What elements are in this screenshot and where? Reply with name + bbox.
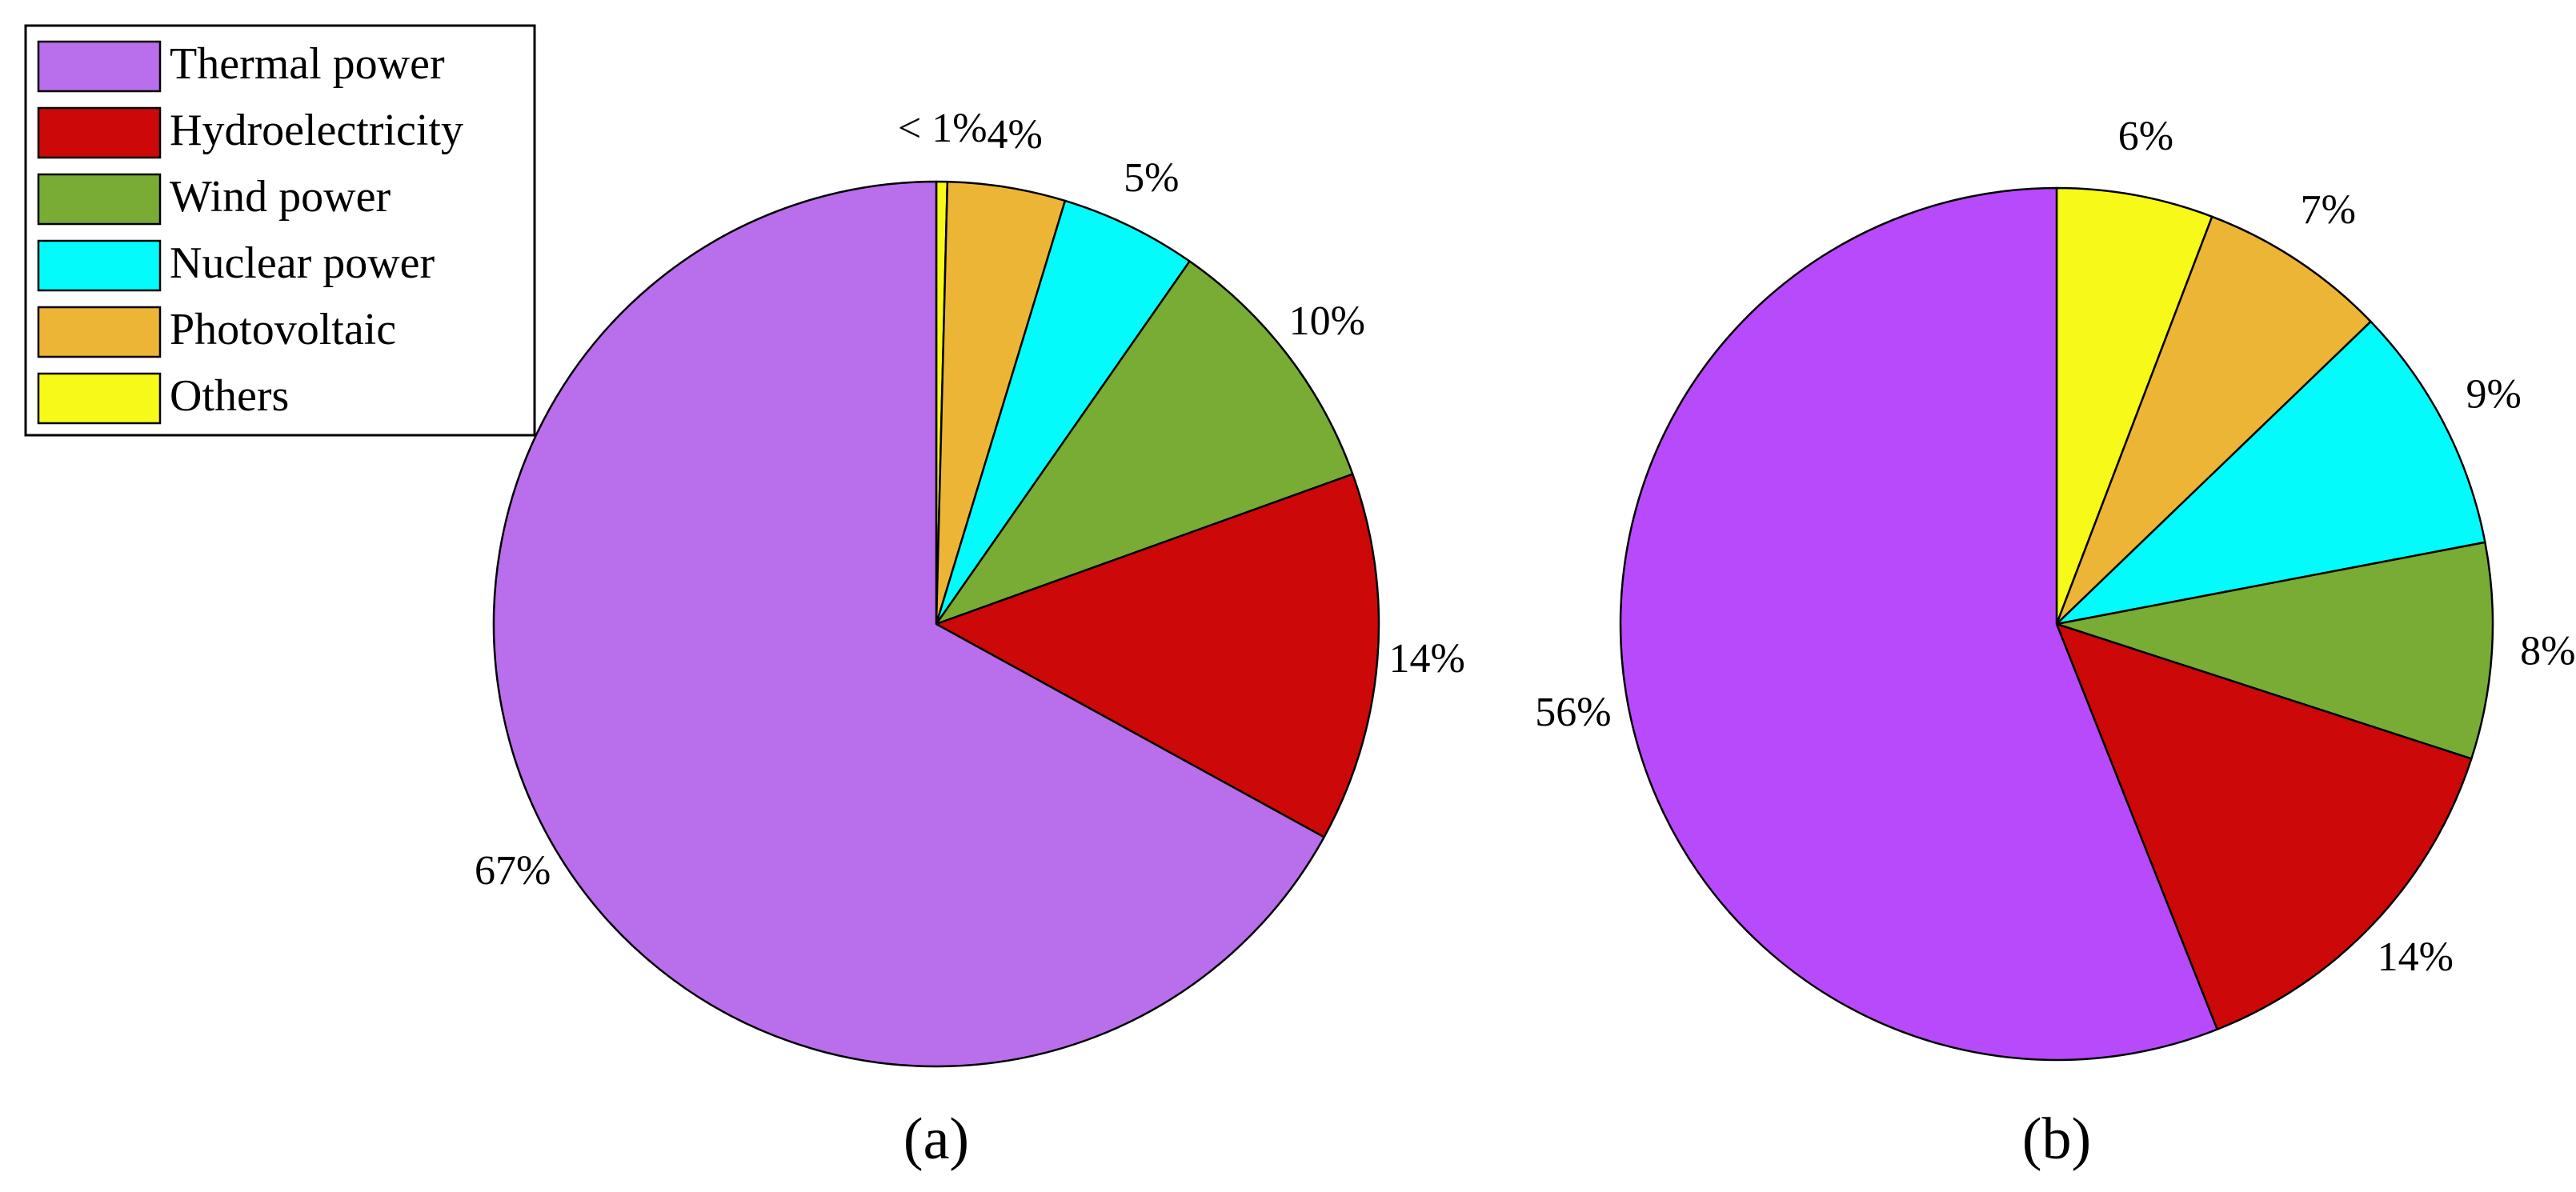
legend-swatch-nuclear-power [37,239,162,292]
pie-a-slice-hydroelectricity [935,473,1380,838]
pie-b-data-label-wind-power: 8% [2520,629,2575,674]
pie-b-slice-wind-power [2055,541,2494,760]
pie-b-slice-hydroelectricity [2055,622,2473,1030]
pie-b-data-label-nuclear-power: 9% [2466,371,2522,417]
pie-a-data-label-photovoltaic: 4% [987,112,1042,158]
panel-label-b: (b) [2022,1106,2091,1172]
legend: Thermal power Hydroelectricity Wind power N… [24,24,536,437]
panel-label-a: (a) [903,1106,969,1172]
pie-a-slice-thermal-power [492,180,1325,1068]
pie-a-data-label-thermal-power: 67% [475,848,551,894]
legend-label-wind-power: Wind power [170,172,391,222]
legend-label-photovoltaic: Photovoltaic [170,305,396,354]
pie-a-data-label-hydroelectricity: 14% [1388,636,1464,682]
legend-swatch-hydroelectricity [37,106,162,159]
pie-b-data-label-photovoltaic: 7% [2301,187,2356,233]
pie-chart-a: < 1% 4% 5% 10% 14% 67% [475,106,1465,1068]
legend-label-thermal-power: Thermal power [170,39,445,89]
legend-swatch-photovoltaic [37,306,162,358]
legend-swatch-wind-power [37,173,162,226]
pie-b-data-label-thermal-power: 56% [1535,690,1611,735]
legend-label-others: Others [170,371,289,421]
pie-chart-b: 6% 7% 9% 8% 14% 56% [1535,114,2575,1062]
pie-b-data-label-others: 6% [2118,114,2173,159]
pie-b-slice-nuclear-power [2055,320,2486,626]
pie-a-data-label-wind-power: 10% [1289,298,1365,344]
pie-b-slice-thermal-power [1619,186,2218,1062]
pie-b-data-label-hydroelectricity: 14% [2378,934,2454,980]
pie-a-data-label-others: < 1% [898,106,988,151]
pie-b-slice-others [2055,186,2213,626]
pie-a-data-label-nuclear-power: 5% [1124,155,1179,201]
legend-label-nuclear-power: Nuclear power [170,238,435,288]
legend-swatch-others [37,372,162,425]
pie-a-slice-nuclear-power [935,199,1191,626]
legend-frame [24,24,536,437]
legend-label-hydroelectricity: Hydroelectricity [170,106,463,155]
pie-a-slice-wind-power [935,260,1354,626]
legend-swatch-thermal-power [37,40,162,93]
pie-b-slice-photovoltaic [2055,215,2372,626]
